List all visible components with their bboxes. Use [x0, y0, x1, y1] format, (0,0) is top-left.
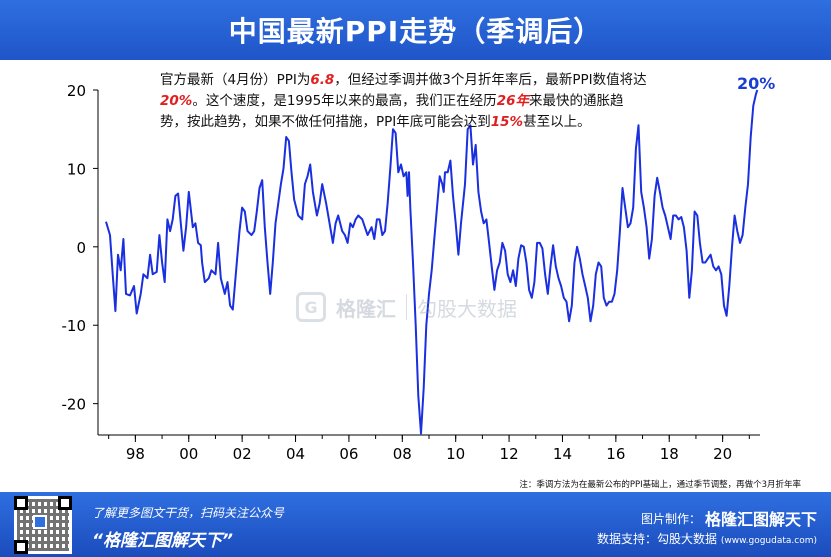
- ppi-line-chart: 20 10 0 -10 -20 98 00 02 04 06 08 10 12 14 16 18 20: [62, 82, 760, 463]
- annotation-part: 来最快的通胀趋势，按此趋势，如果不做任何措施，PPI年底可能会达到: [160, 93, 624, 130]
- qr-code-icon: [14, 496, 72, 554]
- footer-credit: 图片制作： 格隆汇图解天下: [641, 506, 817, 530]
- chart-title: 中国最新PPI走势（季调后）: [228, 15, 603, 48]
- x-tick-label: 02: [233, 445, 252, 463]
- watermark-brand: 格隆汇: [336, 296, 396, 321]
- watermark: G 格隆汇 勾股大数据: [296, 292, 517, 322]
- title-bar: 中国最新PPI走势（季调后）: [0, 0, 831, 60]
- footer-slogan: “格隆汇图解天下”: [92, 531, 233, 551]
- x-tick-label: 12: [500, 445, 519, 463]
- y-tick-label: 10: [67, 160, 86, 178]
- footer: 了解更多图文干货，扫码关注公众号 “格隆汇图解天下” 图片制作： 格隆汇图解天下…: [0, 492, 831, 557]
- credit-brand: 格隆汇图解天下: [704, 510, 817, 529]
- annotation-part: 甚至以上。: [523, 114, 591, 130]
- x-tick-label: 00: [179, 445, 198, 463]
- x-tick-label: 16: [606, 445, 625, 463]
- annotation-part: ，但经过季调并做3个月折年率后，最新PPI数值将达: [334, 72, 647, 88]
- annotation-part: 。这个速度，是1995年以来的最高，我们正在经历: [192, 93, 497, 109]
- x-tick-label: 98: [126, 445, 145, 463]
- ppi-series-line: [105, 89, 759, 435]
- annotation-highlight: 20%: [160, 93, 193, 109]
- annotation-text: 官方最新（4月份）PPI为6.8，但经过季调并做3个月折年率后，最新PPI数值将…: [160, 70, 650, 133]
- x-tick-label: 04: [286, 445, 305, 463]
- annotation-highlight: 6.8: [310, 72, 335, 88]
- annotation-highlight: 15%: [490, 114, 524, 130]
- y-tick-label: -10: [62, 317, 87, 335]
- gelonghui-logo-icon: G: [296, 292, 326, 322]
- data-source-prefix: 数据支持：勾股大数据: [597, 532, 718, 546]
- y-tick-label: -20: [62, 396, 87, 414]
- methodology-note: 注：季调方法为在最新公布的PPI基础上，通过季节调整，再做个3月折年率: [519, 480, 801, 490]
- footer-data-source: 数据支持：勾股大数据 (www.gogudata.com): [597, 530, 817, 547]
- chart-area: 20 10 0 -10 -20 98 00 02 04 06 08 10 12 14 16 18 20 G 格隆…: [0, 60, 831, 492]
- data-source-url: (www.gogudata.com): [720, 536, 817, 546]
- x-tick-label: 14: [553, 445, 572, 463]
- watermark-divider: [406, 294, 407, 320]
- x-tick-label: 06: [339, 445, 358, 463]
- x-tick-label: 18: [660, 445, 679, 463]
- end-value-label: 20%: [737, 74, 776, 93]
- footer-subtitle: 了解更多图文干货，扫码关注公众号: [92, 506, 285, 520]
- y-tick-label: 0: [76, 239, 86, 257]
- annotation-highlight: 26年: [496, 93, 529, 109]
- watermark-brand-2: 勾股大数据: [417, 296, 517, 321]
- x-tick-label: 10: [446, 445, 465, 463]
- annotation-part: 官方最新（4月份）PPI为: [160, 72, 311, 88]
- credit-prefix: 图片制作：: [640, 511, 701, 526]
- x-tick-label: 08: [393, 445, 412, 463]
- y-tick-label: 20: [67, 82, 86, 100]
- x-tick-label: 20: [713, 445, 732, 463]
